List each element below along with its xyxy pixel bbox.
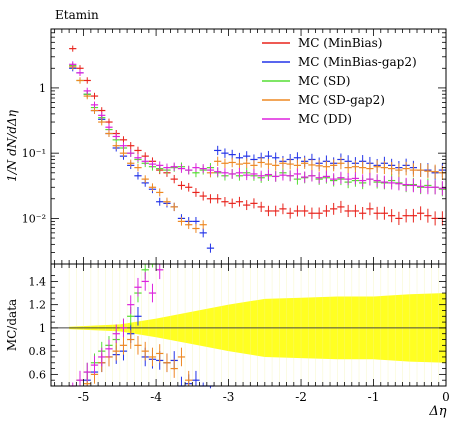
legend-label: MC (SD) [298,74,351,88]
y-tick-label-main: 1 [39,82,46,95]
x-tick-label: -3 [223,390,235,404]
series-mc-minbias-gap2- [69,65,446,253]
y-tick-label-ratio: 1.4 [29,275,47,288]
x-tick-label: -1 [368,390,380,404]
ratio-series-mc-dd- [69,264,164,387]
y-tick-label-ratio: 0.8 [29,345,47,358]
y-axis-label-main: 1/N dN/dΔη [5,109,19,182]
y-tick-label-ratio: 1.2 [29,299,47,312]
y-axis-label-ratio: MC/data [5,299,19,351]
legend: MC (MinBias) MC (MinBias-gap2) MC (SD) MC (… [262,36,417,126]
y-tick-label-main: 10⁻¹ [22,147,46,160]
ratio-plot-series [69,263,215,389]
series-mc-minbias- [69,45,446,226]
ratio-series-mc-sd-gap2- [83,330,193,386]
y-tick-label-ratio: 0.6 [29,368,47,381]
legend-label: MC (MinBias-gap2) [298,55,417,69]
y-tick-label-ratio: 1 [39,322,46,335]
x-axis-label: Δη [428,404,446,419]
x-tick-label: -5 [78,390,90,404]
main-plot-series [69,45,446,253]
y-tick-label-main: 10⁻² [22,212,46,225]
uncertainty-band [68,264,447,386]
x-tick-label: -2 [295,390,307,404]
x-tick-label: 0 [442,390,450,404]
series-mc-dd- [69,61,446,196]
chart-title: Etamin [55,8,99,22]
legend-label: MC (SD-gap2) [298,93,385,107]
ratio-plot-frame [50,263,447,387]
x-tick-label: -4 [150,390,162,404]
legend-label: MC (DD) [298,112,352,126]
legend-label: MC (MinBias) [298,36,382,50]
axes-ticks: -5 -4 -3 -2 -1 0 1 10⁻¹ 10⁻² 0.6 0.8 1 1.2 1.4 [22,28,450,404]
